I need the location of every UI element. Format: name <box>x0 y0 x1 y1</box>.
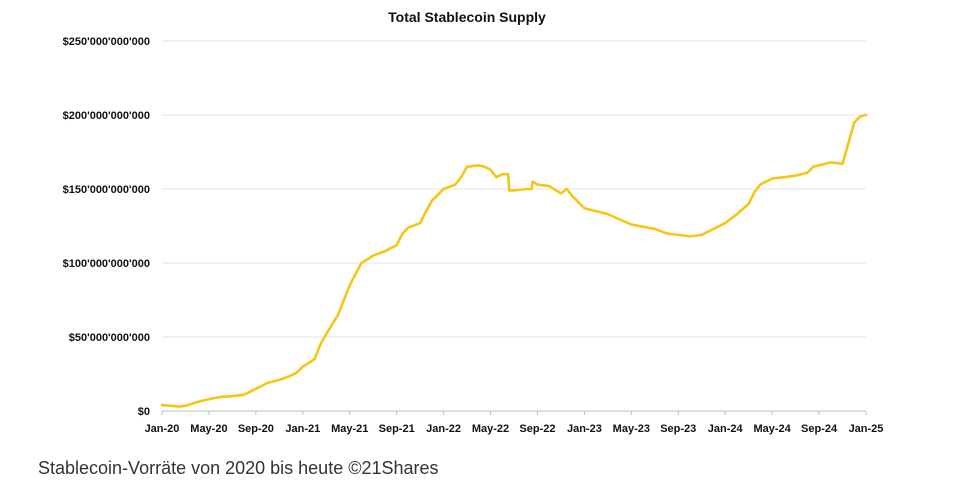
chart-title: Total Stablecoin Supply <box>388 9 546 25</box>
line-chart: Total Stablecoin Supply $0 $50'000'000'00… <box>63 9 884 435</box>
x-tick-label: May-23 <box>613 423 650 435</box>
x-tick-label: Sep-22 <box>519 423 555 435</box>
figure-caption: Stablecoin-Vorräte von 2020 bis heute ©2… <box>38 458 439 478</box>
y-tick-label: $250'000'000'000 <box>63 36 150 48</box>
x-tick-label: May-21 <box>331 423 368 435</box>
y-tick-label: $100'000'000'000 <box>63 258 150 270</box>
x-tick-label: Sep-23 <box>660 423 696 435</box>
x-tick-label: Jan-22 <box>426 423 461 435</box>
y-axis-ticks: $0 $50'000'000'000 $100'000'000'000 $150'00… <box>63 36 150 418</box>
x-tick-label: May-22 <box>472 423 509 435</box>
x-tick-label: Sep-21 <box>379 423 415 435</box>
x-tick-label: Sep-24 <box>801 423 838 435</box>
x-tick-label: Jan-25 <box>849 423 884 435</box>
grid-lines <box>162 40 866 338</box>
x-tick-label: Sep-20 <box>238 423 274 435</box>
y-tick-label: $0 <box>138 406 150 418</box>
x-tick-label: Jan-20 <box>145 423 180 435</box>
series-line <box>160 113 868 408</box>
x-tick-label: May-24 <box>753 423 791 435</box>
y-tick-label: $50'000'000'000 <box>69 332 150 344</box>
x-tick-label: Jan-21 <box>285 423 320 435</box>
x-tick-label: Jan-24 <box>708 423 744 435</box>
x-tick-label: Jan-23 <box>567 423 602 435</box>
x-tick-label: May-20 <box>190 423 227 435</box>
y-tick-label: $150'000'000'000 <box>63 184 150 196</box>
x-axis-ticks: Jan-20 May-20 Sep-20 Jan-21 May-21 Sep-21 Jan-… <box>145 411 884 435</box>
y-tick-label: $200'000'000'000 <box>63 110 150 122</box>
